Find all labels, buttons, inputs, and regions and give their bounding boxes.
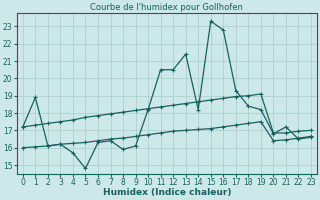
Title: Courbe de l'humidex pour Gollhofen: Courbe de l'humidex pour Gollhofen	[91, 3, 243, 12]
X-axis label: Humidex (Indice chaleur): Humidex (Indice chaleur)	[103, 188, 231, 197]
